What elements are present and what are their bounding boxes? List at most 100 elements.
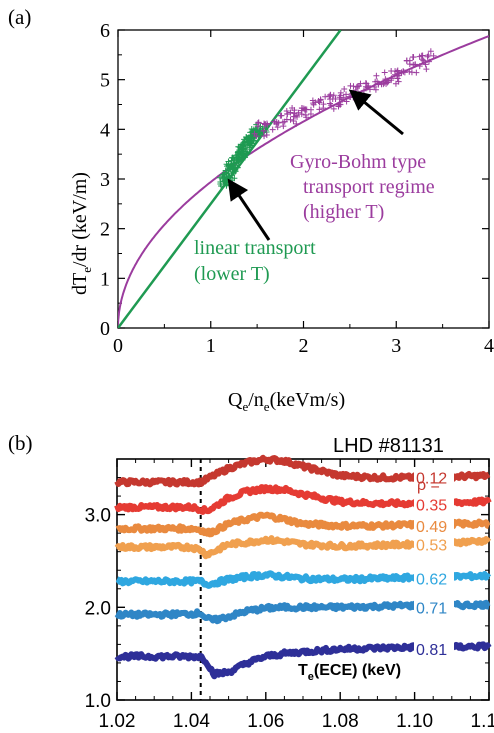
scatter-point: [410, 54, 417, 61]
scatter-point: [320, 105, 327, 112]
y-tick-label-a: 4: [100, 119, 110, 141]
scatter-point: [274, 124, 281, 131]
y-tick-label-b: 2.0: [85, 598, 111, 619]
annotation-linear: linear transport (lower T): [194, 237, 316, 285]
panel-a-label: (a): [8, 5, 31, 29]
y-tick-label-a: 1: [100, 268, 110, 290]
scatter-point: [233, 154, 240, 161]
scatter-point: [335, 103, 342, 110]
scatter-point: [254, 126, 261, 133]
scatter-point: [244, 150, 251, 157]
x-tick-label-b: 1.10: [396, 711, 433, 732]
annotation-gyro-line-1: Gyro-Bohm type: [290, 151, 426, 173]
scatter-point: [242, 154, 249, 161]
scatter-point: [227, 166, 234, 173]
annotation-gyro: Gyro-Bohm type transport regime (higher …: [290, 151, 435, 223]
scatter-point: [251, 130, 258, 137]
x-tick-label-b: 1.12: [471, 711, 494, 732]
series-label-bg: [414, 597, 454, 618]
series-label-bg: [414, 639, 454, 660]
panel-b-chart: 1.02 1.04 1.06 1.08 1.10 1.12 1.0 2.0 3.0 0.12 0.3…: [85, 454, 494, 732]
scatter-point: [356, 83, 363, 90]
scatter-point: [269, 126, 276, 133]
scatter-point: [343, 98, 350, 105]
series-label-rho: 0.53: [416, 537, 447, 554]
x-tick-label-a: 3: [391, 335, 401, 357]
scatter-point: [298, 111, 305, 118]
scatter-point: [261, 133, 268, 140]
scatter-point: [343, 91, 350, 98]
scatter-point: [337, 89, 344, 96]
shot-number: LHD #81131: [333, 435, 444, 457]
scatter-point: [411, 61, 418, 68]
series-label-rho: 0.12: [416, 471, 447, 488]
scatter-point: [392, 80, 399, 87]
series-label-bg: [414, 494, 454, 515]
scatter-point: [220, 178, 227, 185]
annotation-linear-line-1: linear transport: [194, 237, 316, 259]
scatter-point: [287, 116, 294, 123]
gyro-scatter-series: [251, 48, 437, 140]
scatter-point: [425, 58, 432, 65]
x-tick-label-b: 1.08: [322, 711, 359, 732]
scatter-point: [395, 72, 402, 79]
y-tick-label-a: 2: [100, 219, 110, 241]
series-label-rho: 0.81: [416, 642, 447, 659]
scatter-point: [322, 93, 329, 100]
y-tick-label-b: 3.0: [85, 506, 111, 527]
scatter-point: [260, 127, 267, 134]
scatter-point: [255, 119, 262, 126]
series-label-rho: 0.49: [416, 519, 447, 536]
scatter-point: [374, 78, 381, 85]
scatter-point: [400, 68, 407, 75]
arrow-linear: [227, 178, 271, 241]
scatter-point: [244, 150, 251, 157]
scatter-point: [261, 121, 268, 128]
scatter-point: [373, 72, 380, 79]
scatter-point: [420, 57, 427, 64]
scatter-point: [225, 158, 232, 165]
scatter-point: [341, 85, 348, 92]
panel-a-chart: 0 1 2 3 4 0 1 2 3 4 5 6: [100, 20, 494, 357]
scatter-point: [261, 120, 268, 127]
y-tick-label-a: 0: [100, 318, 110, 340]
y-axis-label-a: dTe/dr (keV/m): [69, 172, 94, 295]
scatter-point: [224, 174, 231, 181]
scatter-point: [248, 125, 255, 132]
ylabel-b-inside: Te(ECE) (keV): [298, 662, 401, 683]
scatter-point: [278, 112, 285, 119]
annotation-gyro-line-2: transport regime: [303, 176, 435, 198]
scatter-point: [222, 169, 229, 176]
x-tick-label-a: 0: [113, 335, 123, 357]
series-label-bg: [414, 467, 454, 488]
x-tick-label-a: 1: [206, 335, 216, 357]
series-label-bg: [414, 534, 454, 555]
scatter-point: [290, 113, 297, 120]
scatter-point: [284, 111, 291, 118]
scatter-point: [283, 108, 290, 115]
scatter-point: [381, 69, 388, 76]
scatter-point: [254, 123, 261, 130]
y-tick-label-b: 1.0: [85, 691, 111, 712]
plot-area-a: [118, 30, 489, 328]
scatter-point: [330, 105, 337, 112]
scatter-point: [394, 67, 401, 74]
scatter-point: [223, 170, 230, 177]
scatter-point: [394, 75, 401, 82]
scatter-point: [425, 52, 432, 59]
scatter-point: [416, 63, 423, 70]
scatter-point: [406, 68, 413, 75]
panel-b-label: (b): [8, 431, 33, 455]
scatter-point: [302, 111, 309, 118]
x-tick-label-b: 1.06: [247, 711, 284, 732]
rho-header: ρ =: [417, 477, 440, 494]
scatter-point: [229, 172, 236, 179]
scatter-point: [388, 77, 395, 84]
arrow-gyro: [348, 89, 404, 136]
annotation-gyro-line-3: (higher T): [303, 201, 384, 223]
scatter-point: [372, 86, 379, 93]
scatter-point: [312, 99, 319, 106]
scatter-point: [383, 80, 390, 87]
y-tick-label-a: 6: [100, 20, 110, 42]
